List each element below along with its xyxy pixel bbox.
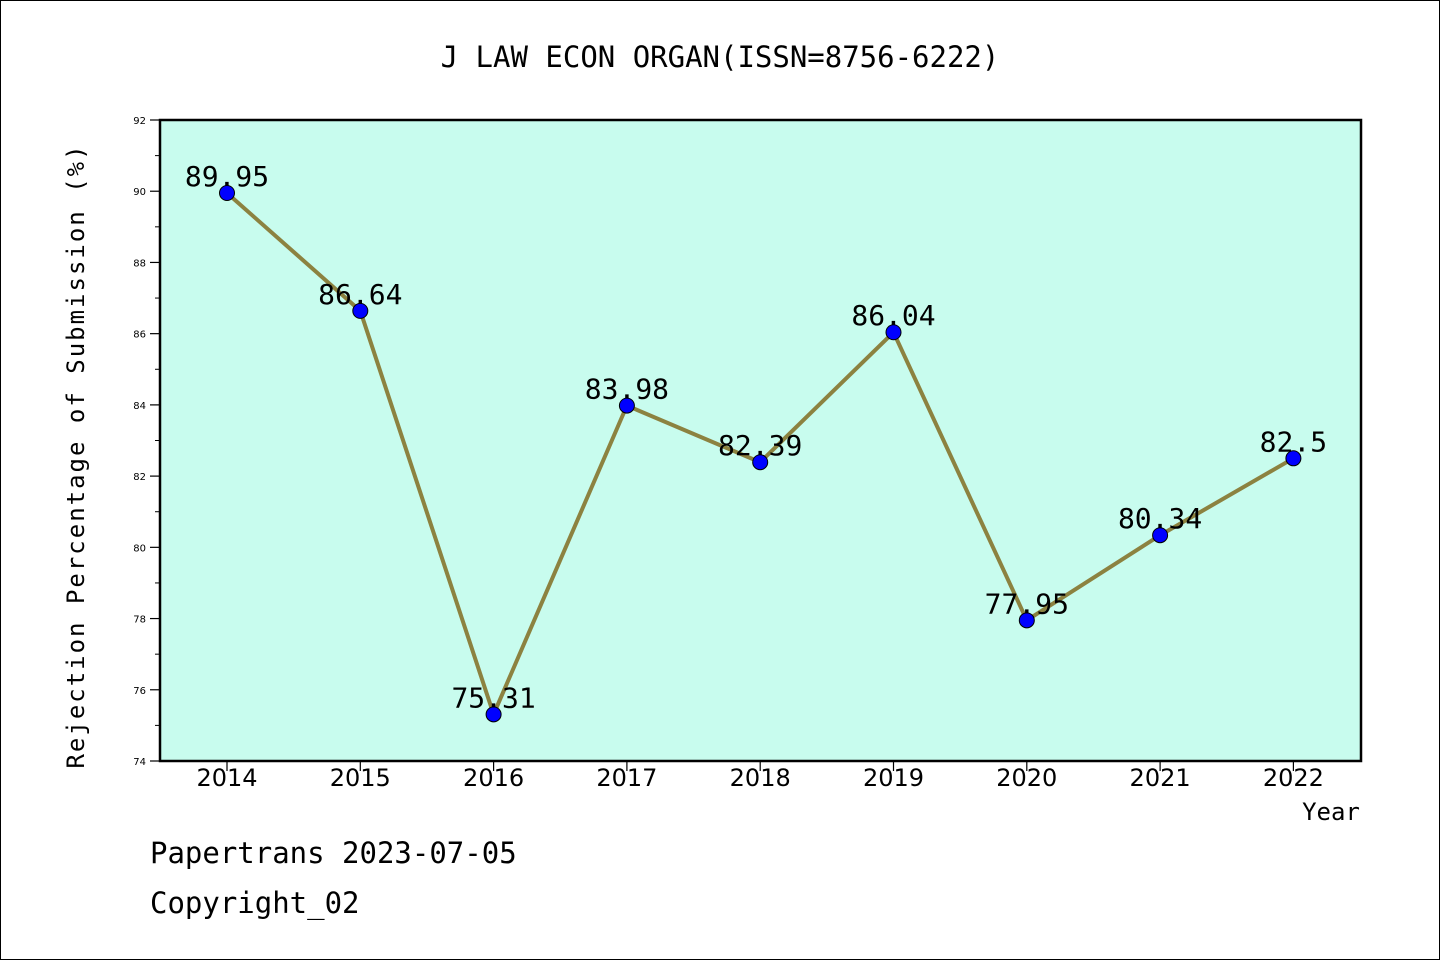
x-tick-label: 2021	[1130, 764, 1191, 792]
y-tick-label: 82	[133, 472, 146, 483]
x-tick-label: 2016	[463, 764, 524, 792]
y-axis: 74 76 78 80 82 84 86 88 90 92	[133, 116, 160, 768]
footer-date-text: Papertrans 2023-07-05	[150, 836, 517, 870]
data-point-marker	[219, 185, 235, 202]
data-point-marker	[752, 454, 769, 471]
data-markers	[219, 185, 1302, 723]
x-tick-label: 2022	[1263, 764, 1324, 792]
data-label: 82.5	[1260, 425, 1327, 458]
data-point-marker	[1285, 450, 1302, 467]
y-tick-label: 90	[133, 187, 146, 198]
data-label: 83.98	[585, 373, 669, 406]
chart-title: J LAW ECON ORGAN(ISSN=8756-6222)	[441, 40, 1000, 74]
data-point-marker	[885, 324, 902, 341]
y-tick-label: 84	[133, 401, 146, 412]
data-label: 75.31	[451, 681, 535, 714]
y-tick-label: 88	[133, 258, 146, 269]
data-point-marker	[485, 706, 502, 723]
x-axis: 2014 2015 2016 2017 2018 2019 2020 2021 2022	[196, 761, 1324, 792]
y-tick-label: 74	[133, 757, 146, 768]
y-tick-label: 76	[133, 686, 146, 697]
x-tick-label: 2019	[863, 764, 924, 792]
data-point-marker	[1018, 612, 1035, 629]
x-axis-label: Year	[1302, 798, 1360, 826]
x-tick-label: 2020	[996, 764, 1057, 792]
data-label: 80.34	[1118, 502, 1202, 535]
data-label: 86.04	[851, 299, 935, 332]
data-label: 77.95	[985, 587, 1069, 620]
y-tick-label: 92	[133, 116, 146, 127]
y-tick-label: 80	[133, 543, 146, 554]
footer-copyright-text: Copyright_02	[150, 886, 360, 920]
x-tick-label: 2014	[196, 764, 257, 792]
plot-area	[158, 118, 1363, 763]
data-labels: 89.95 86.64 75.31 83.98 82.39 86.04 77.95 80.34…	[185, 160, 1327, 714]
y-tick-label: 86	[133, 330, 146, 341]
data-label: 89.95	[185, 160, 269, 193]
x-tick-label: 2015	[330, 764, 391, 792]
data-label: 86.64	[318, 278, 402, 311]
x-tick-label: 2018	[730, 764, 791, 792]
data-point-marker	[352, 302, 369, 319]
y-tick-label: 78	[133, 615, 146, 626]
data-point-marker	[1152, 527, 1169, 544]
data-point-marker	[618, 397, 635, 414]
y-axis-label: Rejection Percentage of Submission (%)	[62, 143, 90, 768]
data-label: 82.39	[718, 429, 802, 462]
x-tick-label: 2017	[596, 764, 657, 792]
